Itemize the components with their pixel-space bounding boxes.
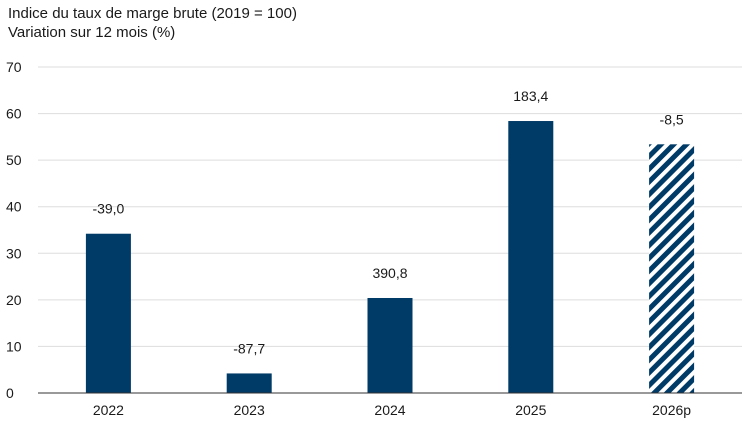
y-axis-ticks: 0 10 20 30 40 50 60 70 — [6, 59, 22, 401]
y-tick-label: 10 — [6, 338, 22, 354]
grid-lines — [38, 66, 742, 347]
x-axis-ticks: 2022 2023 2024 2025 2026p — [93, 402, 691, 418]
x-tick-label-2025: 2025 — [515, 402, 546, 418]
y-tick-label: 40 — [6, 199, 22, 215]
chart-title: Indice du taux de marge brute (2019 = 10… — [8, 5, 297, 22]
bar-2025 — [508, 121, 554, 393]
bar-2022 — [85, 233, 131, 393]
data-label-2024: 390,8 — [372, 265, 407, 281]
bar-2023 — [226, 373, 272, 393]
bar-2026p — [649, 144, 695, 393]
x-tick-label-2022: 2022 — [93, 402, 124, 418]
y-tick-label: 50 — [6, 152, 22, 168]
data-label-2025: 183,4 — [513, 88, 548, 104]
bar-2024 — [367, 297, 413, 393]
data-label-2023: -87,7 — [233, 340, 265, 356]
title-block: Indice du taux de marge brute (2019 = 10… — [8, 4, 297, 42]
y-tick-label: 70 — [6, 59, 22, 75]
y-tick-label: 60 — [6, 106, 22, 122]
x-tick-label-2023: 2023 — [234, 402, 265, 418]
y-tick-label: 20 — [6, 292, 22, 308]
x-tick-label-2026p: 2026p — [652, 402, 691, 418]
data-labels: -39,0 -87,7 390,8 183,4 -8,5 — [92, 88, 683, 356]
data-label-2026p: -8,5 — [660, 111, 684, 127]
data-label-2022: -39,0 — [92, 201, 124, 217]
x-tick-label-2024: 2024 — [374, 402, 405, 418]
bars — [85, 121, 695, 393]
y-tick-label: 0 — [6, 385, 14, 401]
chart-subtitle: Variation sur 12 mois (%) — [8, 24, 176, 41]
y-tick-label: 30 — [6, 245, 22, 261]
